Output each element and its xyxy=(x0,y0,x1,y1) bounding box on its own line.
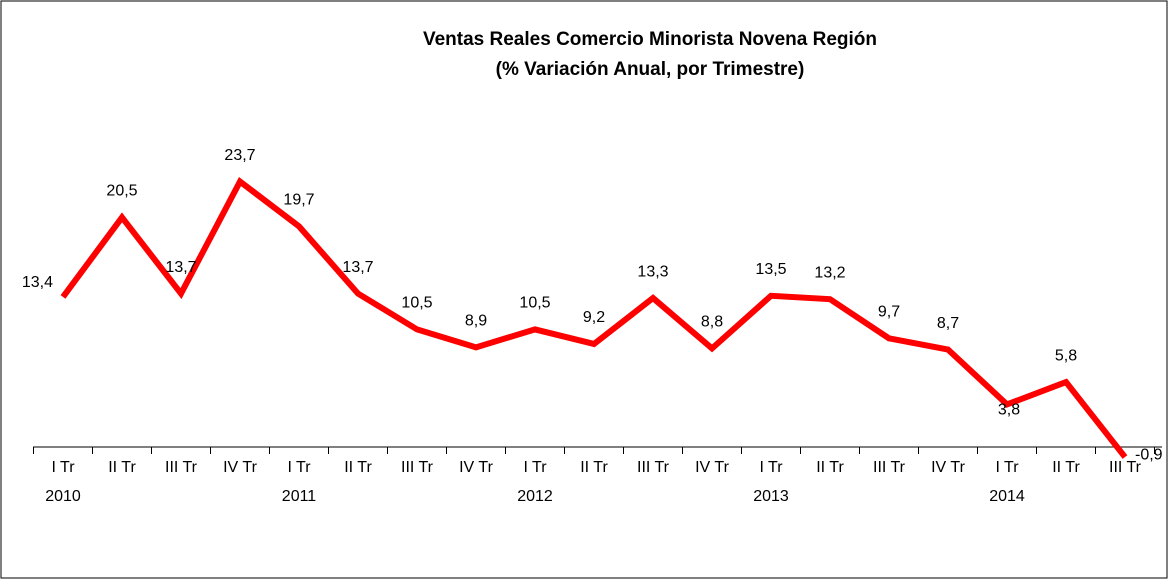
data-label: 5,8 xyxy=(1055,347,1077,364)
data-line xyxy=(60,177,1128,459)
data-label: -0,9 xyxy=(1135,446,1163,463)
x-tick-label: I Tr xyxy=(759,459,783,476)
data-label: 20,5 xyxy=(106,183,137,200)
data-label: 8,7 xyxy=(937,315,959,332)
data-label: 13,7 xyxy=(342,259,373,276)
data-label: 8,8 xyxy=(701,314,723,331)
data-label: 8,9 xyxy=(465,313,487,330)
x-tick-label: II Tr xyxy=(816,459,844,476)
chart-subtitle: (% Variación Anual, por Trimestre) xyxy=(496,59,805,80)
x-group-label: 2013 xyxy=(753,488,789,505)
x-tick-label: IV Tr xyxy=(931,459,965,476)
data-label: 9,2 xyxy=(583,309,605,326)
x-group-label: 2010 xyxy=(45,488,81,505)
x-tick-label: IV Tr xyxy=(223,459,257,476)
data-label: 10,5 xyxy=(401,295,432,312)
x-tick-label: III Tr xyxy=(1109,459,1142,476)
x-tick-label: I Tr xyxy=(287,459,311,476)
chart-title: Ventas Reales Comercio Minorista Novena … xyxy=(423,29,877,50)
data-label: 13,4 xyxy=(22,274,53,291)
x-group-label: 2014 xyxy=(989,488,1025,505)
data-label: 23,7 xyxy=(224,147,255,164)
x-tick-label: III Tr xyxy=(165,459,198,476)
x-tick-label: II Tr xyxy=(580,459,608,476)
x-tick-label: II Tr xyxy=(108,459,136,476)
x-tick-label: II Tr xyxy=(1052,459,1080,476)
x-group-label: 2011 xyxy=(282,488,317,505)
x-tick-label: I Tr xyxy=(523,459,547,476)
x-tick-label: I Tr xyxy=(51,459,75,476)
data-label: 13,3 xyxy=(637,263,668,280)
x-tick-label: III Tr xyxy=(637,459,670,476)
data-label: 9,7 xyxy=(878,304,900,321)
x-tick-label: III Tr xyxy=(401,459,434,476)
x-tick-label: IV Tr xyxy=(695,459,729,476)
data-label: 10,5 xyxy=(519,295,550,312)
data-label: 13,2 xyxy=(814,264,845,281)
data-label: 13,7 xyxy=(165,259,196,276)
x-group-label: 2012 xyxy=(517,488,553,505)
x-tick-label: IV Tr xyxy=(459,459,493,476)
data-label: 19,7 xyxy=(283,192,314,209)
x-tick-label: I Tr xyxy=(995,459,1019,476)
data-label: 13,5 xyxy=(755,261,786,278)
data-label: 3,8 xyxy=(998,402,1020,419)
x-tick-label: II Tr xyxy=(344,459,372,476)
x-tick-label: III Tr xyxy=(873,459,906,476)
